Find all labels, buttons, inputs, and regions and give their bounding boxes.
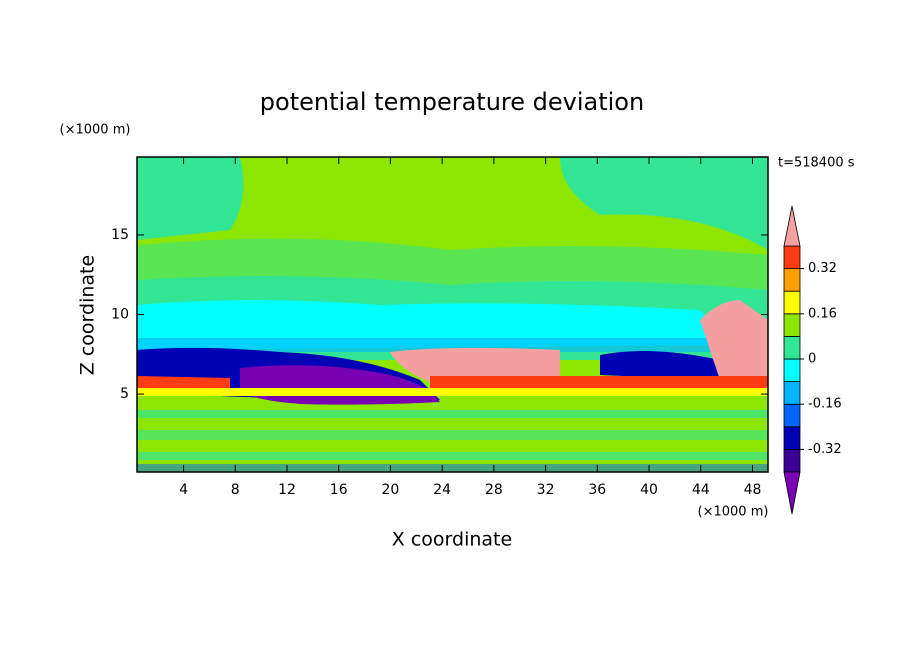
x-tick-label: 4	[179, 482, 188, 498]
colorbar-band	[783, 448, 801, 473]
x-tick-label: 24	[433, 482, 451, 498]
field-region	[700, 300, 768, 380]
x-tick-label: 48	[744, 482, 762, 498]
field-region	[137, 157, 244, 240]
x-tick-label: 28	[485, 482, 503, 498]
contour-field	[137, 157, 768, 472]
colorbar-band	[783, 358, 801, 383]
chart-title: potential temperature deviation	[260, 88, 644, 116]
colorbar-tick-label: 0.16	[808, 306, 837, 321]
x-tick-label: 16	[330, 482, 348, 498]
y-axis-label: Z coordinate	[77, 255, 99, 375]
x-tick-label: 40	[640, 482, 658, 498]
colorbar-tick-label: -0.32	[808, 442, 842, 457]
field-region	[137, 430, 768, 440]
x-tick-label: 36	[588, 482, 606, 498]
y-tick-label: 5	[120, 386, 129, 402]
x-tick-label: 8	[231, 482, 240, 498]
x-tick-label: 44	[692, 482, 710, 498]
field-region	[137, 464, 768, 472]
x-tick-label: 20	[382, 482, 400, 498]
y-unit: (×1000 m)	[60, 123, 131, 138]
y-tick-label: 15	[111, 227, 129, 243]
colorbar-band	[783, 268, 801, 292]
y-tick-label: 10	[111, 307, 129, 323]
colorbar-band	[783, 426, 801, 450]
x-tick-label: 12	[278, 482, 296, 498]
field-region	[137, 452, 768, 460]
time-label: t=518400 s	[778, 156, 855, 171]
colorbar-band	[783, 290, 801, 315]
field-region	[390, 347, 560, 382]
field-region	[137, 388, 768, 396]
x-tick-label: 32	[537, 482, 555, 498]
field-region	[600, 351, 720, 380]
colorbar-extend-low	[783, 471, 801, 515]
colorbar-band	[783, 313, 801, 337]
field-region	[137, 300, 720, 350]
colorbar-band	[783, 335, 801, 360]
field-region	[137, 338, 768, 352]
field-region	[137, 376, 230, 388]
x-axis-label: X coordinate	[392, 529, 512, 551]
field-region	[137, 410, 768, 418]
colorbar-tick-label: 0.32	[808, 261, 837, 276]
colorbar-tick-label: -0.16	[808, 397, 842, 412]
colorbar-tick-label: 0	[808, 352, 816, 367]
colorbar-band	[783, 245, 801, 270]
field-region	[430, 376, 768, 390]
colorbar-band	[783, 403, 801, 428]
colorbar-extend-high	[783, 205, 801, 247]
x-unit: (×1000 m)	[698, 505, 769, 520]
field-region	[560, 157, 768, 250]
colorbar-band	[783, 381, 801, 405]
